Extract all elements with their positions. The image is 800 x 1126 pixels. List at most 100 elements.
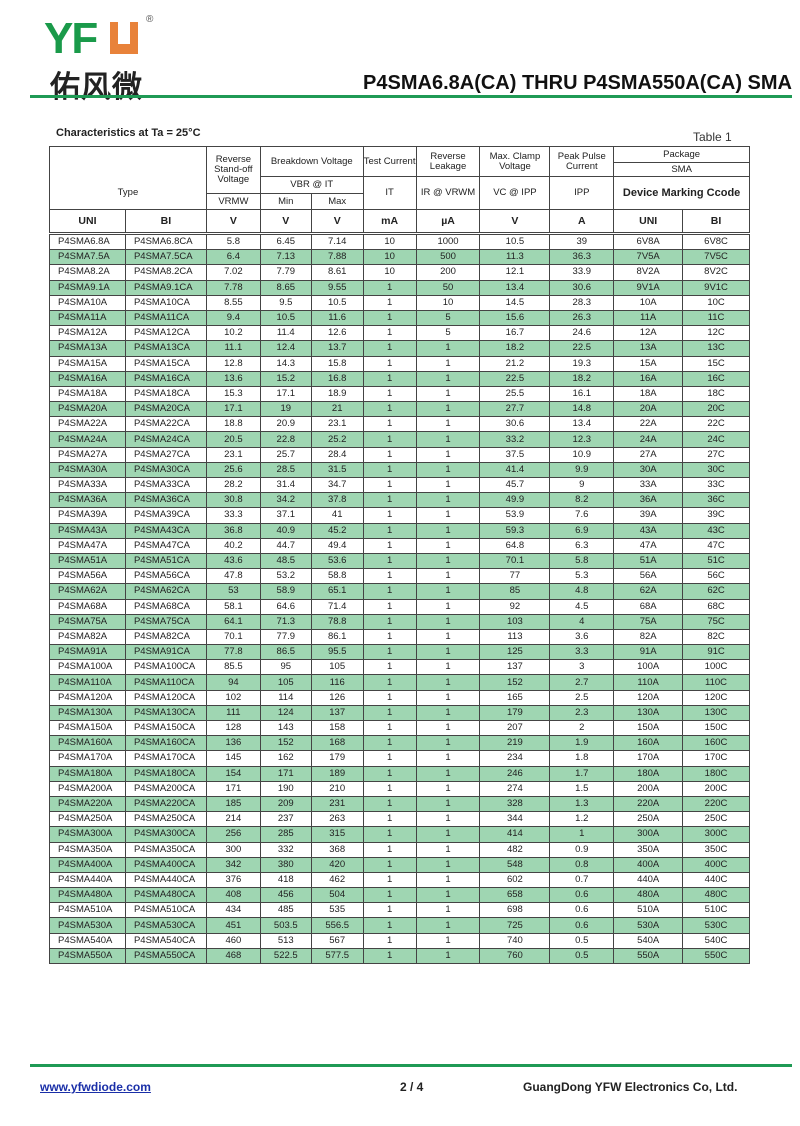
table-cell: 2.3 xyxy=(549,704,615,722)
table-cell: 20A xyxy=(613,401,684,418)
table-cell: P4SMA120A xyxy=(49,689,126,706)
table-cell: 328 xyxy=(479,795,551,813)
table-cell: 1 xyxy=(415,476,481,494)
table-cell: P4SMA11A xyxy=(49,309,126,327)
table-cell: 1 xyxy=(362,613,417,630)
table-row: P4SMA220A P4SMA220CA 185 209 231 1 1 328 1.3 220A… xyxy=(49,795,750,813)
table-cell: 434 xyxy=(205,902,261,919)
table-cell: 12.4 xyxy=(259,340,312,357)
table-cell: 85.5 xyxy=(205,659,261,676)
table-cell: 1 xyxy=(415,507,481,524)
table-cell: 209 xyxy=(259,795,312,813)
unit-cell: A xyxy=(549,209,615,235)
table-cell: 1.2 xyxy=(549,811,615,828)
table-cell: 22C xyxy=(682,416,750,433)
table-row: P4SMA530A P4SMA530CA 451 503.5 556.5 1 1 725 0.6… xyxy=(49,917,750,934)
table-cell: P4SMA540A xyxy=(49,932,126,949)
table-cell: 1 xyxy=(362,461,417,479)
table-cell: P4SMA18CA xyxy=(124,385,207,403)
marking-header: Device Marking Ccode xyxy=(613,176,750,210)
table-cell: 12.8 xyxy=(205,355,261,372)
table-cell: 0.9 xyxy=(549,841,615,858)
page-title: P4SMA6.8A(CA) THRU P4SMA550A(CA) SMA xyxy=(363,72,792,94)
table-cell: 20.5 xyxy=(205,431,261,448)
ir-header: IR @ VRWM xyxy=(415,176,481,210)
table-cell: 49.4 xyxy=(310,537,364,554)
table-cell: 1 xyxy=(362,355,417,372)
table-cell: 20C xyxy=(682,401,750,418)
table-cell: 30.6 xyxy=(549,279,615,296)
table-cell: 40.2 xyxy=(205,537,261,554)
table-cell: P4SMA300CA xyxy=(124,826,207,843)
table-cell: 1 xyxy=(362,932,417,949)
table-cell: 214 xyxy=(205,811,261,828)
website-link[interactable]: www.yfwdiode.com xyxy=(40,1080,151,1094)
table-cell: 602 xyxy=(479,871,551,889)
table-cell: P4SMA47CA xyxy=(124,537,207,554)
vc-header: VC @ IPP xyxy=(479,176,551,210)
table-row: P4SMA160A P4SMA160CA 136 152 168 1 1 219 1.9 160A… xyxy=(49,735,750,752)
table-row: P4SMA24A P4SMA24CA 20.5 22.8 25.2 1 1 33.2 12.3 2… xyxy=(49,431,750,448)
table-cell: 274 xyxy=(479,780,551,797)
table-cell: 7.14 xyxy=(310,232,364,251)
table-row: P4SMA480A P4SMA480CA 408 456 504 1 1 658 0.6 480A… xyxy=(49,887,750,904)
table-cell: P4SMA130CA xyxy=(124,704,207,722)
table-row: P4SMA510A P4SMA510CA 434 485 535 1 1 698 0.6 510A… xyxy=(49,902,750,919)
table-cell: 10.2 xyxy=(205,325,261,342)
table-cell: 45.2 xyxy=(310,522,364,539)
table-cell: 1 xyxy=(362,780,417,797)
table-cell: 440C xyxy=(682,871,750,889)
table-cell: 3.3 xyxy=(549,644,615,661)
table-cell: 37.1 xyxy=(259,507,312,524)
table-cell: 24A xyxy=(613,431,684,448)
table-cell: 120C xyxy=(682,689,750,706)
vrwm-symbol: VRMW xyxy=(205,193,261,210)
table-cell: 285 xyxy=(259,826,312,843)
table-cell: 70.1 xyxy=(205,628,261,646)
table-cell: P4SMA51CA xyxy=(124,552,207,570)
table-cell: 105 xyxy=(310,659,364,676)
table-cell: P4SMA20A xyxy=(49,401,126,418)
table-cell: 5 xyxy=(415,309,481,327)
table-row: P4SMA180A P4SMA180CA 154 171 189 1 1 246 1.7 180A… xyxy=(49,765,750,782)
table-cell: 47A xyxy=(613,537,684,554)
table-cell: 1 xyxy=(362,947,417,965)
table-cell: 6.3 xyxy=(549,537,615,554)
table-cell: 137 xyxy=(479,659,551,676)
table-cell: P4SMA68CA xyxy=(124,598,207,615)
unit-cell: UNI xyxy=(613,209,684,235)
table-cell: P4SMA36A xyxy=(49,492,126,509)
table-cell: 1 xyxy=(415,780,481,797)
table-cell: 10A xyxy=(613,294,684,311)
table-cell: P4SMA200A xyxy=(49,780,126,797)
table-cell: 1 xyxy=(415,674,481,691)
table-cell: 482 xyxy=(479,841,551,858)
table-cell: P4SMA8.2A xyxy=(49,264,126,281)
table-cell: 171 xyxy=(259,765,312,782)
table-cell: 18.2 xyxy=(479,340,551,357)
table-cell: 1 xyxy=(415,446,481,463)
table-row: P4SMA9.1A P4SMA9.1CA 7.78 8.65 9.55 1 50 13.4 30… xyxy=(49,279,750,296)
table-cell: P4SMA62CA xyxy=(124,583,207,600)
table-cell: 145 xyxy=(205,750,261,767)
table-cell: 130A xyxy=(613,704,684,722)
table-cell: 65.1 xyxy=(310,583,364,600)
table-cell: 111 xyxy=(205,704,261,722)
table-cell: P4SMA30A xyxy=(49,461,126,479)
table-cell: 22.5 xyxy=(549,340,615,357)
table-cell: 500 xyxy=(415,249,481,266)
table-cell: 59.3 xyxy=(479,522,551,539)
table-cell: 14.3 xyxy=(259,355,312,372)
table-cell: 1 xyxy=(362,325,417,342)
table-row: P4SMA100A P4SMA100CA 85.5 95 105 1 1 137 3 100A 10… xyxy=(49,659,750,676)
table-cell: 7.02 xyxy=(205,264,261,281)
unit-cell: V xyxy=(310,209,364,235)
table-caption: Characteristics at Ta = 25°C xyxy=(56,127,201,139)
table-cell: 92 xyxy=(479,598,551,615)
table-cell: 234 xyxy=(479,750,551,767)
table-cell: 1 xyxy=(362,841,417,858)
table-cell: 86.1 xyxy=(310,628,364,646)
table-cell: 3 xyxy=(549,659,615,676)
min-header: Min xyxy=(259,193,312,210)
table-cell: 23.1 xyxy=(205,446,261,463)
